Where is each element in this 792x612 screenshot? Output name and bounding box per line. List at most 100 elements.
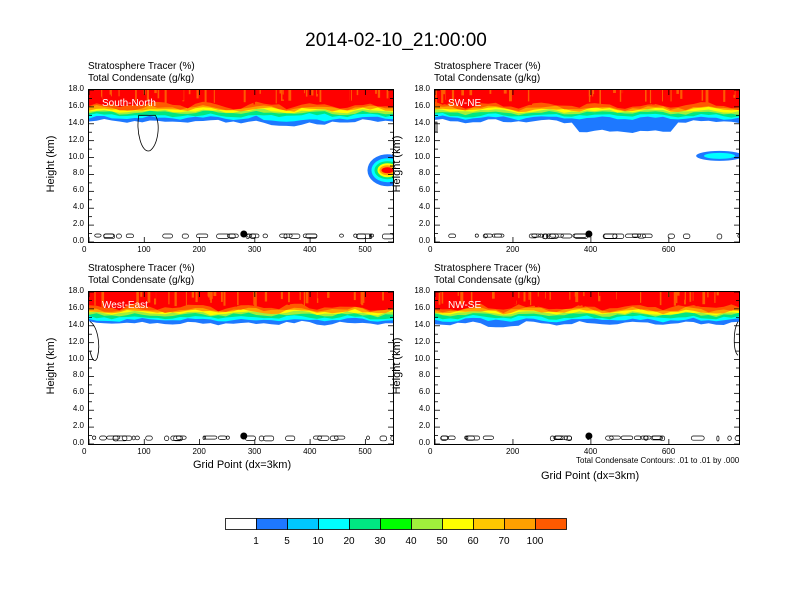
colorbar-label: 20: [343, 536, 355, 547]
x-tick-label: 200: [505, 245, 520, 254]
tracer-streak: [109, 90, 112, 95]
y-tick-label: 4.0: [418, 202, 430, 212]
tracer-streak: [153, 292, 156, 299]
location-marker: [585, 230, 593, 238]
tracer-streak: [470, 292, 473, 305]
location-marker: [585, 432, 593, 440]
tracer-streak: [260, 292, 263, 303]
tracer-streak: [599, 292, 601, 296]
tracer-streak: [657, 90, 661, 104]
y-tick-label: 4.0: [72, 202, 84, 212]
tracer-streak: [192, 292, 196, 305]
y-tick-label: 0.0: [418, 236, 430, 245]
tracer-streak: [275, 90, 277, 104]
tracer-streak: [695, 292, 698, 307]
tracer-streak: [281, 292, 285, 302]
y-tick-label: 0.0: [72, 236, 84, 245]
colorbar-swatch: [411, 518, 443, 530]
condensate-contour: [560, 233, 573, 239]
tracer-streak: [134, 292, 137, 303]
cross-section-panel: [434, 89, 740, 243]
y-tick-label: 18.0: [68, 84, 84, 93]
x-tick-label: 200: [505, 447, 520, 456]
condensate-contour: [631, 233, 642, 238]
condensate-contour: [563, 435, 572, 441]
condensate-contour: [333, 435, 346, 440]
tracer-streak: [114, 90, 117, 103]
tracer-streak: [489, 90, 492, 94]
tracer-streak: [671, 90, 674, 101]
x-tick-label: 0: [82, 245, 87, 254]
condensate-contour: [116, 233, 122, 239]
condensate-contour: [196, 233, 209, 239]
tracer-streak: [288, 90, 292, 101]
tracer-streak: [645, 90, 647, 102]
panel-title: West-East: [102, 300, 148, 311]
tracer-streak: [146, 90, 149, 102]
condensate-contour: [667, 233, 675, 239]
colorbar-swatch: [535, 518, 567, 530]
tracer-streak: [196, 90, 199, 99]
tracer-streak: [350, 90, 352, 99]
tracer-streak: [568, 90, 570, 100]
colorbar-swatch: [349, 518, 381, 530]
tracer-streak: [586, 90, 590, 103]
tracer-streak: [305, 292, 309, 304]
tracer-streak: [542, 90, 545, 96]
condensate-contour: [440, 435, 449, 441]
tracer-streak: [316, 90, 318, 97]
condensate-contour: [642, 233, 653, 239]
tracer-streak: [527, 90, 530, 102]
condensate-contour: [494, 233, 505, 238]
tracer-streak: [583, 292, 585, 297]
colorbar-swatch: [442, 518, 474, 530]
panel-header-tracer: Stratosphere Tracer (%): [434, 61, 541, 72]
condensate-contour: [134, 435, 140, 441]
y-tick-label: 12.0: [68, 134, 84, 144]
tracer-streak: [630, 90, 632, 105]
colorbar-label: 50: [436, 536, 448, 547]
y-tick-label: 6.0: [418, 185, 430, 195]
tracer-streak: [689, 292, 692, 302]
cross-section-plot: [89, 292, 393, 444]
y-tick-label: 10.0: [414, 353, 430, 363]
tracer-streak: [462, 90, 466, 99]
tracer-streak: [271, 292, 274, 300]
y-tick-label: 10.0: [68, 353, 84, 363]
tracer-streak: [549, 292, 551, 300]
tracer-streak: [656, 292, 659, 298]
tracer-streak: [535, 292, 538, 307]
tracer-streak: [487, 292, 489, 296]
colorbar-label: 30: [374, 536, 386, 547]
y-tick-label: 12.0: [68, 336, 84, 346]
tracer-streak: [195, 292, 198, 303]
x-tick-label: 300: [247, 245, 262, 254]
tracer-streak: [640, 292, 642, 303]
tracer-streak: [528, 292, 530, 300]
tracer-streak: [174, 292, 177, 307]
x-tick-label: 600: [661, 447, 676, 456]
tracer-streak: [503, 90, 507, 94]
colorbar: [225, 518, 567, 530]
tracer-streak: [118, 90, 120, 97]
y-tick-label: 6.0: [72, 185, 84, 195]
tracer-streak: [191, 292, 194, 298]
tracer-streak: [515, 292, 519, 301]
condensate-contour: [643, 435, 649, 441]
condensate-contour: [366, 435, 370, 441]
tracer-streak: [235, 292, 238, 307]
panel-header-condensate: Total Condensate (g/kg): [434, 73, 541, 84]
tracer-streak: [711, 292, 713, 301]
colorbar-label: 10: [312, 536, 324, 547]
tracer-streak: [571, 90, 575, 94]
tracer-streak: [110, 292, 113, 306]
tracer-streak: [280, 292, 283, 300]
tracer-streak: [317, 292, 320, 299]
tracer-streak: [471, 292, 474, 297]
y-tick-label: 16.0: [414, 302, 430, 312]
tracer-streak: [708, 292, 711, 304]
tracer-streak: [300, 90, 303, 103]
tracer-streak: [279, 90, 282, 94]
condensate-contour: [554, 435, 562, 440]
condensate-contour: [249, 233, 256, 239]
